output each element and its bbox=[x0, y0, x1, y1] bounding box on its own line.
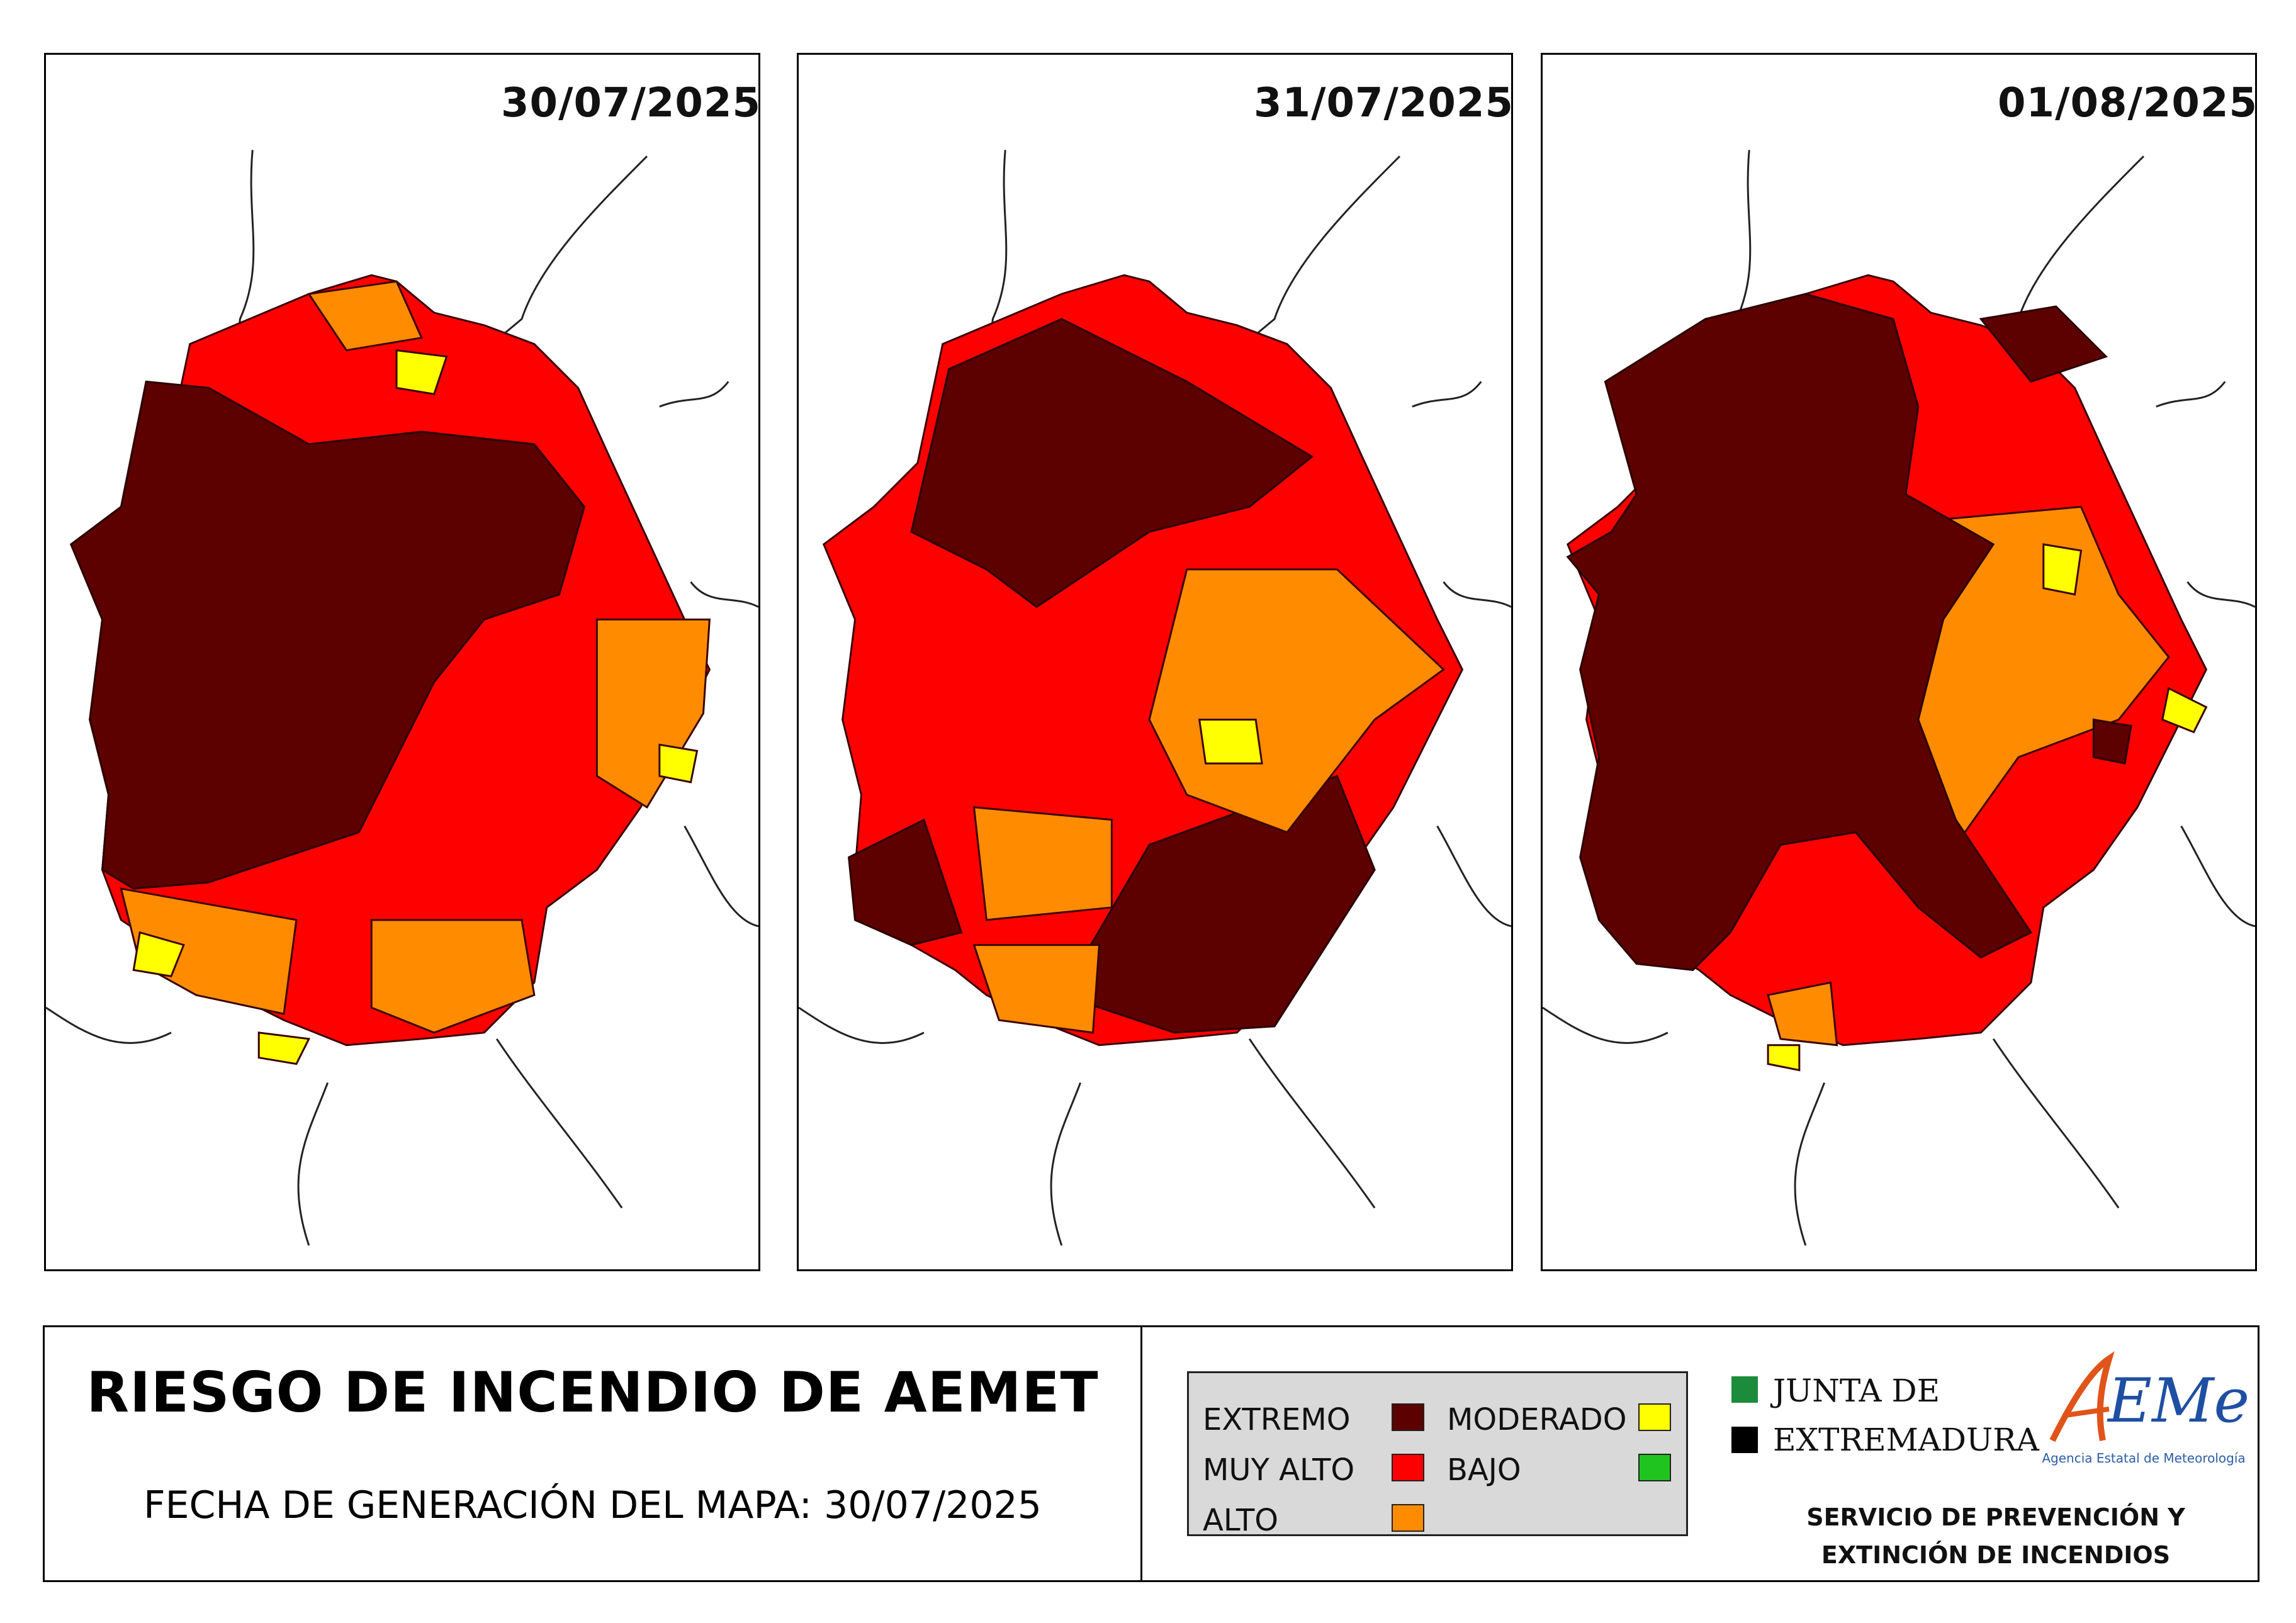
map-panel-2: 31/07/2025 bbox=[797, 53, 1513, 1271]
region-alto bbox=[972, 568, 1445, 1034]
fire-risk-map-1 bbox=[46, 150, 758, 1246]
map-date-3: 01/08/2025 bbox=[1998, 80, 2257, 126]
footer-box: RIESGO DE INCENDIO DE AEMET FECHA DE GEN… bbox=[43, 1325, 2274, 1582]
map-date-1: 30/07/2025 bbox=[501, 80, 760, 126]
legend-swatch-moderado bbox=[1638, 1403, 1671, 1431]
region-moderado bbox=[1767, 543, 2208, 1072]
region-moderado bbox=[1198, 719, 1263, 765]
service-line-2: EXTINCIÓN DE INCENDIOS bbox=[1821, 1541, 2171, 1569]
fire-risk-map-3 bbox=[1543, 150, 2255, 1246]
legend-label-muy-alto: MUY ALTO bbox=[1203, 1452, 1355, 1488]
aemet-logo-mark: EMet bbox=[2049, 1351, 2274, 1442]
region-moderado bbox=[132, 349, 699, 1065]
footer-divider bbox=[1140, 1327, 1142, 1580]
map-date-2: 31/07/2025 bbox=[1254, 80, 1513, 126]
region-extremo bbox=[69, 380, 586, 890]
map-panel-3: 01/08/2025 bbox=[1541, 53, 2257, 1271]
legend-label-alto: ALTO bbox=[1203, 1503, 1279, 1538]
legend-swatch-extremo bbox=[1392, 1403, 1424, 1431]
region-alto bbox=[120, 280, 711, 1034]
junta-extremadura-logo: JUNTA DE EXTREMADURA bbox=[1731, 1371, 2039, 1472]
legend-swatch-muy-alto bbox=[1392, 1454, 1424, 1481]
risk-legend: EXTREMO MUY ALTO ALTO MODERADO BAJO bbox=[1187, 1371, 1688, 1538]
legend-label-bajo: BAJO bbox=[1447, 1452, 1521, 1488]
region-extremo bbox=[847, 318, 1376, 1034]
service-name: SERVICIO DE PREVENCIÓN Y EXTINCIÓN DE IN… bbox=[1788, 1498, 2203, 1574]
legend-label-moderado: MODERADO bbox=[1447, 1402, 1627, 1437]
junta-line-1: JUNTA DE bbox=[1773, 1373, 1940, 1409]
legend-label-extremo: EXTREMO bbox=[1203, 1402, 1351, 1437]
map-panel-1: 30/07/2025 bbox=[44, 53, 760, 1271]
fire-risk-map-2 bbox=[799, 150, 1511, 1246]
generation-date: FECHA DE GENERACIÓN DEL MAPA: 30/07/2025 bbox=[144, 1483, 1042, 1527]
region-extremo bbox=[1566, 293, 2132, 971]
legend-swatch-bajo bbox=[1638, 1454, 1671, 1481]
junta-line-2: EXTREMADURA bbox=[1773, 1422, 2039, 1458]
junta-black-square bbox=[1731, 1427, 1758, 1453]
service-line-1: SERVICIO DE PREVENCIÓN Y bbox=[1806, 1503, 2185, 1531]
aemet-logo: EMet Agencia Estatal de Meteorología bbox=[2040, 1346, 2274, 1485]
junta-green-square bbox=[1731, 1376, 1758, 1403]
legend-swatch-alto bbox=[1392, 1504, 1424, 1532]
map-title: RIESGO DE INCENDIO DE AEMET bbox=[86, 1360, 1099, 1425]
svg-text:EMet: EMet bbox=[2107, 1366, 2248, 1436]
aemet-tagline: Agencia Estatal de Meteorología bbox=[2042, 1451, 2246, 1466]
